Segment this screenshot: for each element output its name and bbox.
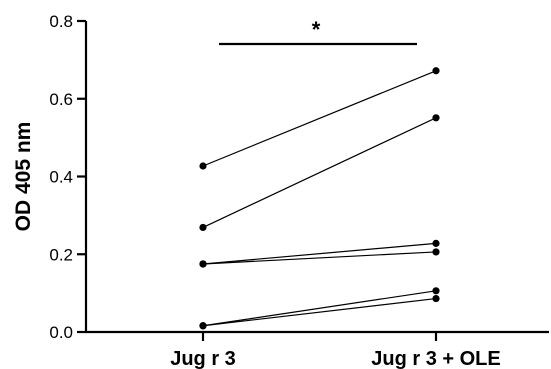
series-line <box>202 297 437 327</box>
y-tick-label: 0.2 <box>49 245 73 264</box>
significance-label: * <box>312 17 321 42</box>
x-tick-label: Jug r 3 <box>170 348 236 369</box>
x-ticks: Jug r 3 Jug r 3 + OLE <box>170 332 501 369</box>
y-axis: 0.0 0.2 0.4 0.6 0.8 <box>49 12 88 342</box>
paired-series <box>199 287 440 330</box>
y-ticks: 0.0 0.2 0.4 0.6 0.8 <box>49 12 86 342</box>
y-tick-label: 0.8 <box>49 12 73 31</box>
y-tick-label: 0.6 <box>49 90 73 109</box>
y-tick-label: 0.4 <box>49 168 73 187</box>
data-point <box>199 223 207 232</box>
data-point <box>199 260 207 268</box>
data-point <box>432 114 440 122</box>
series-line <box>202 251 437 265</box>
y-axis-label: OD 405 nm <box>12 122 35 232</box>
paired-series <box>199 294 440 330</box>
data-point <box>432 294 440 303</box>
data-point <box>432 239 440 247</box>
data-point <box>432 67 440 75</box>
data-point <box>432 287 440 295</box>
significance-annotation: * <box>219 17 417 46</box>
paired-series <box>199 248 440 268</box>
series-line <box>202 117 437 228</box>
data-point <box>199 162 207 170</box>
series-line <box>202 242 437 265</box>
data-point <box>432 248 440 256</box>
series-group <box>199 67 440 330</box>
paired-series <box>199 114 440 232</box>
x-axis: Jug r 3 Jug r 3 + OLE <box>85 330 549 369</box>
series-line <box>202 290 437 327</box>
y-tick-label: 0.0 <box>49 323 73 342</box>
x-tick-label: Jug r 3 + OLE <box>371 348 500 369</box>
series-line <box>202 70 437 167</box>
data-point <box>199 322 207 330</box>
paired-series <box>199 67 440 170</box>
